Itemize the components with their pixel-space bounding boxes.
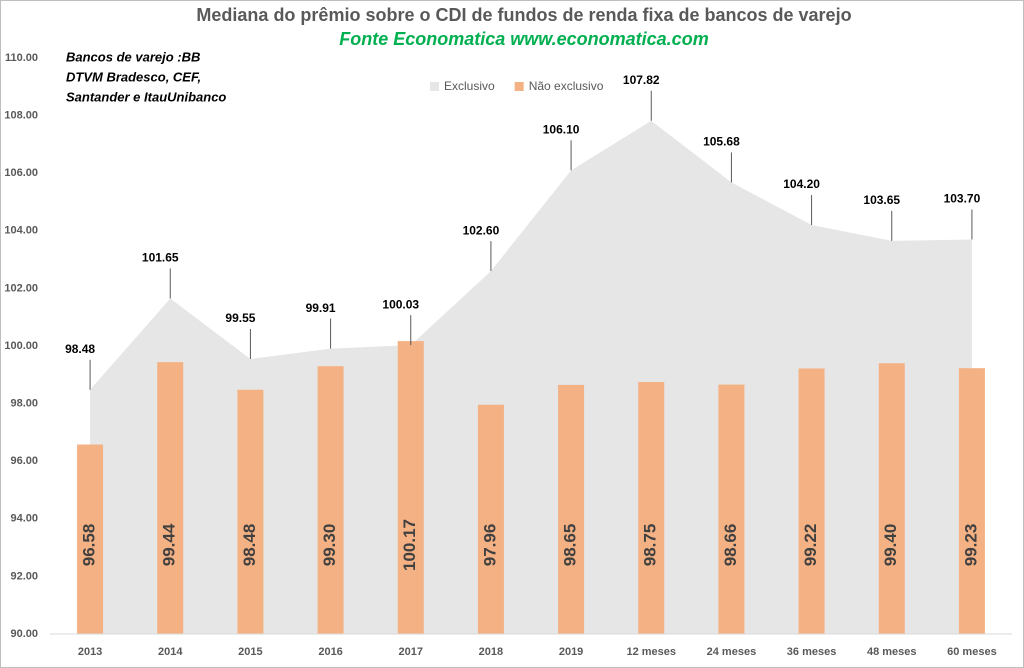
area-value-label: 105.68 [703,135,740,149]
annotation: Santander e ItauUnibanco [66,89,226,104]
x-tick-label: 2015 [238,646,262,658]
bar [317,366,344,634]
x-tick-label: 24 meses [707,646,757,658]
legend-label: Não exclusivo [529,79,604,93]
y-tick-label: 108.00 [4,110,38,122]
bar-value-label: 98.65 [561,524,580,567]
bar-value-label: 99.23 [961,524,980,567]
y-tick-label: 102.00 [4,282,38,294]
area-value-label: 99.55 [225,311,255,325]
area-value-label: 107.82 [623,73,660,87]
bar [638,382,665,634]
y-tick-label: 92.00 [10,570,38,582]
bar [477,404,504,634]
x-tick-label: 48 meses [867,646,917,658]
x-tick-label: 2019 [559,646,583,658]
area-value-label: 100.03 [382,297,419,311]
chart-title: Mediana do prêmio sobre o CDI de fundos … [196,5,851,25]
y-tick-label: 100.00 [4,340,38,352]
annotation: Bancos de varejo :BB [66,49,200,64]
bar-value-label: 99.30 [320,524,339,567]
bar [958,368,985,634]
bar [558,384,585,634]
y-tick-label: 110.00 [5,52,38,64]
bar [878,363,905,634]
bar-value-label: 99.22 [801,524,820,567]
y-tick-label: 98.00 [10,398,38,410]
legend-swatch [514,82,524,91]
legend-label: Exclusivo [444,79,495,93]
area-value-label: 103.70 [944,192,981,206]
bar-value-label: 98.48 [240,524,259,567]
bar [798,368,825,634]
bar-value-label: 97.96 [480,524,499,567]
y-tick-label: 94.00 [10,513,38,525]
annotation: DTVM Bradesco, CEF, [66,69,201,84]
chart-subtitle: Fonte Economatica www.economatica.com [339,29,708,49]
x-tick-label: 60 meses [947,646,997,658]
x-tick-label: 2017 [399,646,423,658]
area-value-label: 103.65 [863,193,900,207]
area-value-label: 104.20 [783,177,820,191]
bar-value-label: 100.17 [400,519,419,571]
x-tick-label: 12 meses [626,646,676,658]
legend-swatch [430,82,439,91]
area-value-label: 98.48 [65,342,95,356]
y-tick-label: 106.00 [4,167,38,179]
area [90,120,972,634]
bar [237,389,264,634]
y-tick-label: 90.00 [10,628,38,640]
area-value-label: 101.65 [142,251,179,265]
bar-value-label: 96.58 [80,524,99,567]
x-tick-label: 2013 [78,646,102,658]
area-value-label: 99.91 [306,301,336,315]
bar [157,362,184,634]
x-tick-label: 2014 [158,646,183,658]
y-tick-label: 96.00 [10,455,38,467]
area-value-label: 106.10 [543,122,580,136]
x-tick-label: 2016 [318,646,342,658]
bar-value-label: 99.44 [160,523,179,566]
bar-value-label: 99.40 [881,524,900,567]
bar [77,444,104,634]
x-tick-label: 36 meses [787,646,837,658]
y-tick-label: 104.00 [4,225,38,237]
bar-value-label: 98.66 [721,524,740,567]
x-tick-label: 2018 [479,646,503,658]
bar-value-label: 98.75 [641,524,660,567]
bar [397,341,424,634]
bar [718,384,745,634]
area-value-label: 102.60 [463,223,500,237]
